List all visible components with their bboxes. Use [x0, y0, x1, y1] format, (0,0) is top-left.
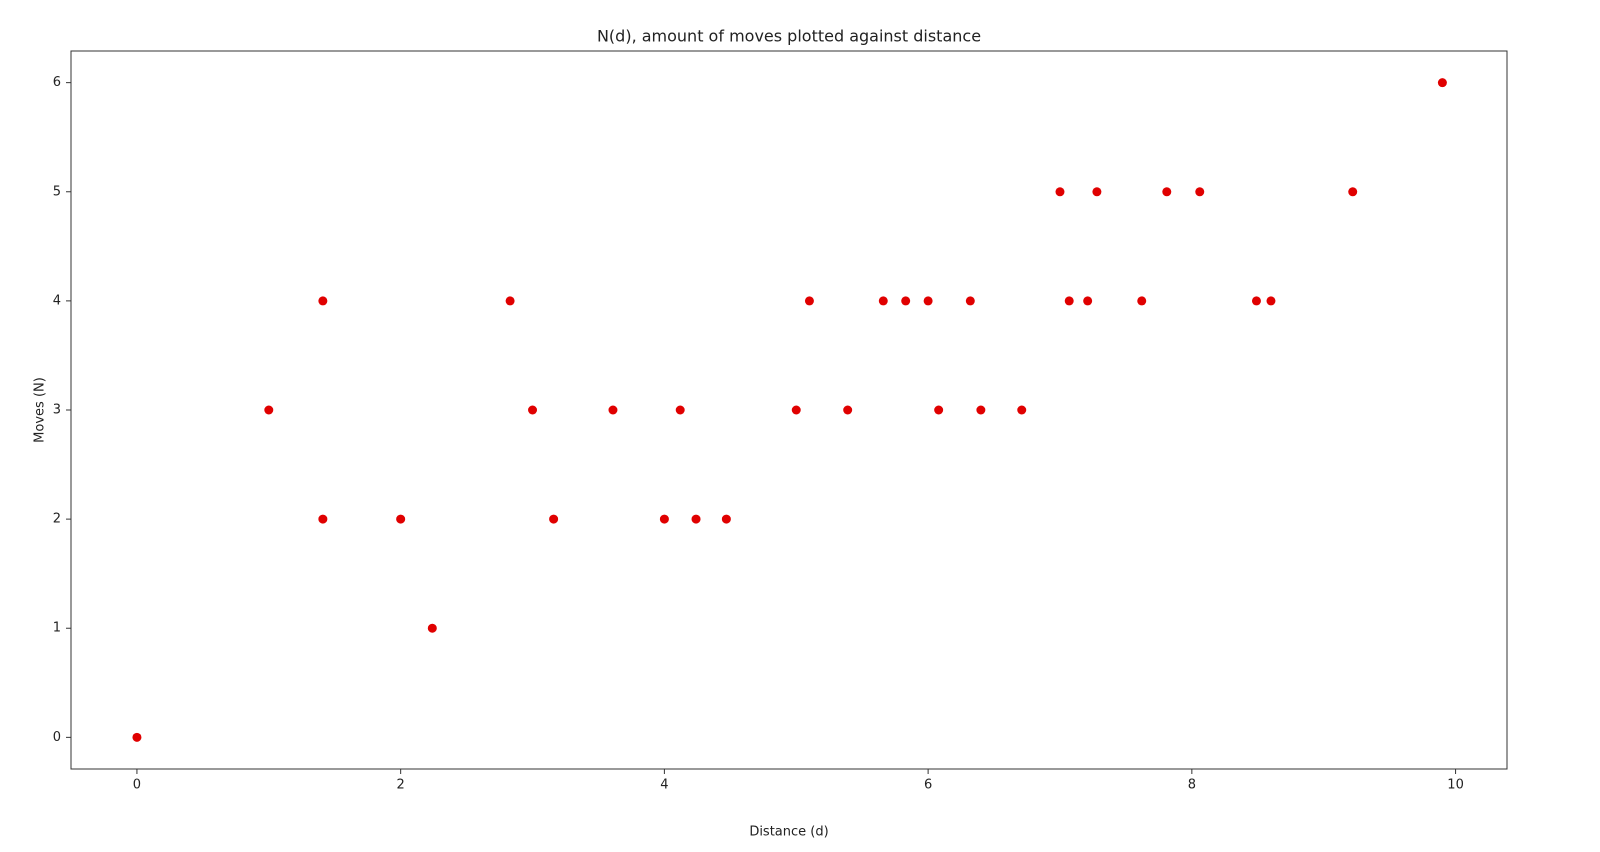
point [804, 296, 814, 306]
point [1064, 296, 1074, 306]
point [1137, 296, 1147, 306]
point [132, 732, 142, 742]
point [721, 514, 731, 524]
point [1437, 78, 1447, 88]
y-tick-label: 1 [53, 621, 61, 636]
point [934, 405, 944, 415]
x-axis-label: Distance (d) [749, 825, 828, 840]
point [843, 405, 853, 415]
point [1251, 296, 1261, 306]
x-tick-label: 2 [397, 778, 405, 793]
point [549, 514, 559, 524]
point [505, 296, 515, 306]
point [659, 514, 669, 524]
x-tick-label: 8 [1188, 778, 1196, 793]
y-tick-label: 2 [53, 512, 61, 527]
point [1348, 187, 1358, 197]
point [1266, 296, 1276, 306]
point [1083, 296, 1093, 306]
point [791, 405, 801, 415]
point [1055, 187, 1065, 197]
y-tick-label: 0 [53, 730, 61, 745]
y-tick-label: 6 [53, 75, 61, 90]
x-tick-label: 4 [660, 778, 668, 793]
point [1017, 405, 1027, 415]
point [1195, 187, 1205, 197]
point [318, 514, 328, 524]
point [1092, 187, 1102, 197]
y-tick-label: 3 [53, 403, 61, 418]
y-axis-label: Moves (N) [33, 377, 48, 443]
plot-frame [70, 50, 1508, 770]
point [901, 296, 911, 306]
y-tick-label: 4 [53, 293, 61, 308]
point [318, 296, 328, 306]
point [878, 296, 888, 306]
point [608, 405, 618, 415]
point [923, 296, 933, 306]
point [396, 514, 406, 524]
point [264, 405, 274, 415]
x-tick-label: 6 [924, 778, 932, 793]
point [528, 405, 538, 415]
point [1162, 187, 1172, 197]
y-tick-label: 5 [53, 184, 61, 199]
point [965, 296, 975, 306]
point [976, 405, 986, 415]
x-tick-label: 10 [1447, 778, 1464, 793]
point [675, 405, 685, 415]
x-tick-label: 0 [133, 778, 141, 793]
point [691, 514, 701, 524]
point [427, 623, 437, 633]
chart-title: N(d), amount of moves plotted against di… [597, 27, 981, 46]
